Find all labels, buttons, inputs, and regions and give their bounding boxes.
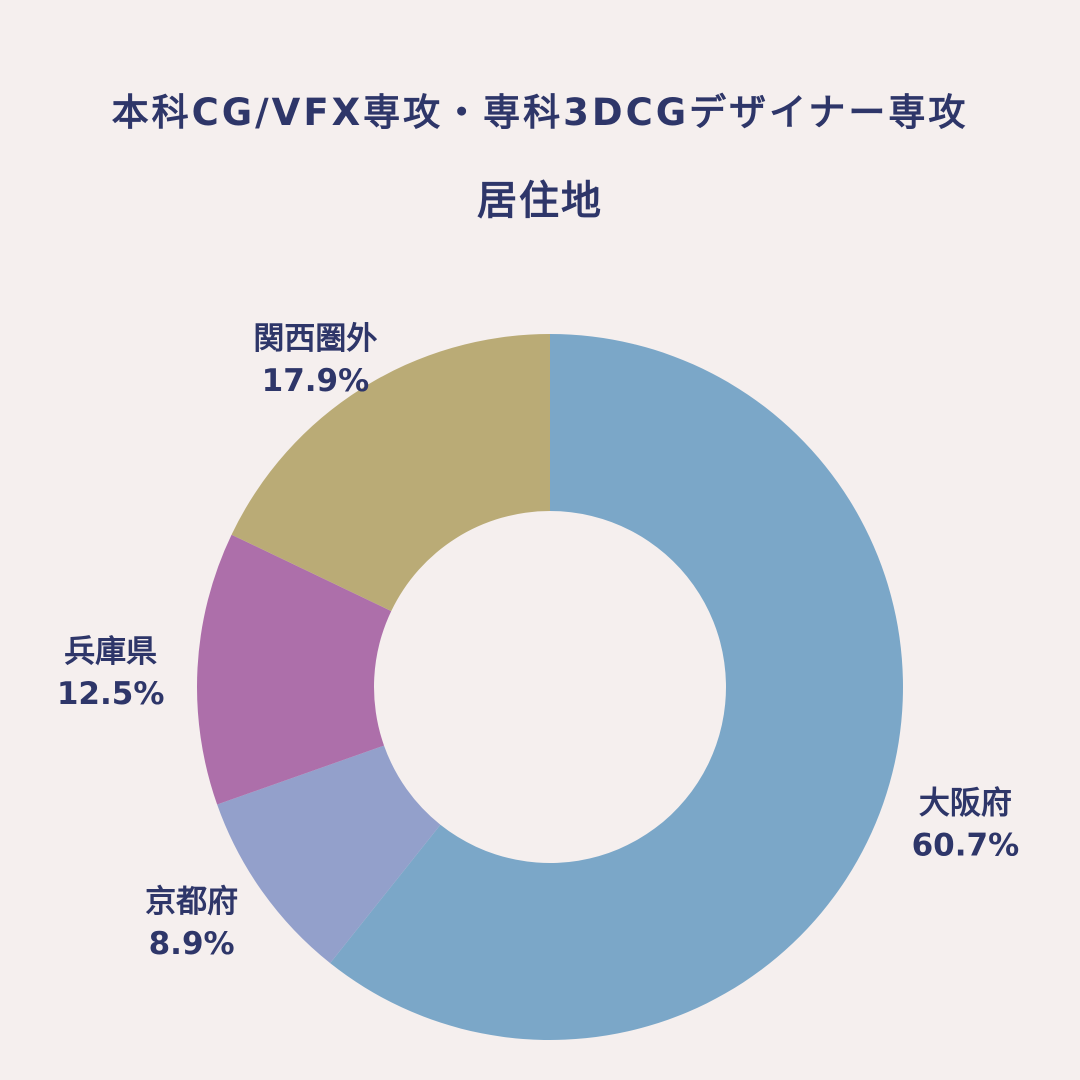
slice-label-group: 大阪府 60.7% (912, 785, 1020, 863)
slice-category-label: 京都府 (145, 884, 238, 920)
slice-4 (231, 334, 551, 612)
slice-label-group: 京都府 8.9% (145, 884, 238, 962)
slice-value-label: 17.9% (262, 363, 370, 399)
slice-1 (330, 334, 903, 1040)
slice-value-label: 8.9% (149, 926, 235, 962)
chart-title: 本科CG/VFX専攻・専科3DCGデザイナー専攻 (111, 91, 969, 134)
slice-category-label: 関西圏外 (253, 321, 377, 357)
chart-subtitle: 居住地 (477, 178, 603, 224)
slice-label-group: 兵庫県 12.5% (57, 634, 165, 712)
slice-label-group: 関西圏外 17.9% (253, 321, 377, 399)
slice-value-label: 60.7% (912, 827, 1020, 863)
slice-2 (217, 745, 441, 964)
slice-category-label: 大阪府 (919, 785, 1012, 821)
slice-3 (197, 534, 392, 805)
slice-value-label: 12.5% (57, 676, 165, 712)
slice-category-label: 兵庫県 (64, 634, 157, 670)
